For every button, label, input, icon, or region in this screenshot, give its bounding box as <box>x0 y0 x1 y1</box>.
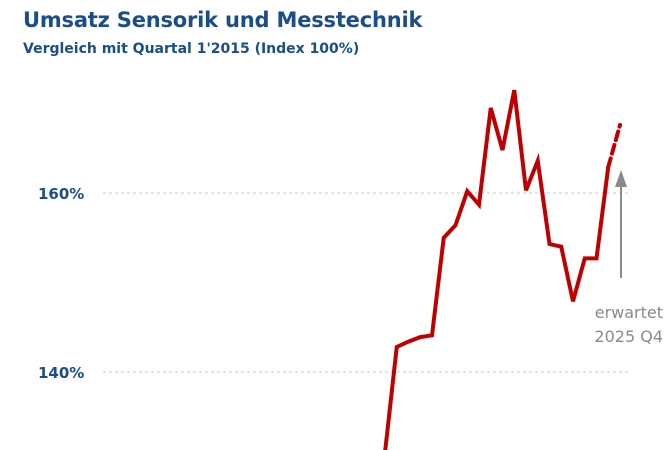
y-tick-label: 140% <box>38 364 84 382</box>
annotation-arrow-head <box>615 170 627 187</box>
chart-title: Umsatz Sensorik und Messtechnik <box>23 8 423 32</box>
y-tick-label: 160% <box>38 185 84 203</box>
annotation-line1: erwartet <box>595 303 663 322</box>
forecast-line <box>606 122 622 170</box>
annotation-line2: 2025 Q4 <box>594 327 663 346</box>
chart-subtitle: Vergleich mit Quartal 1'2015 (Index 100%… <box>23 41 360 57</box>
series-line <box>383 89 611 450</box>
forecast-annotation: erwartet 2025 Q4 <box>594 170 663 346</box>
